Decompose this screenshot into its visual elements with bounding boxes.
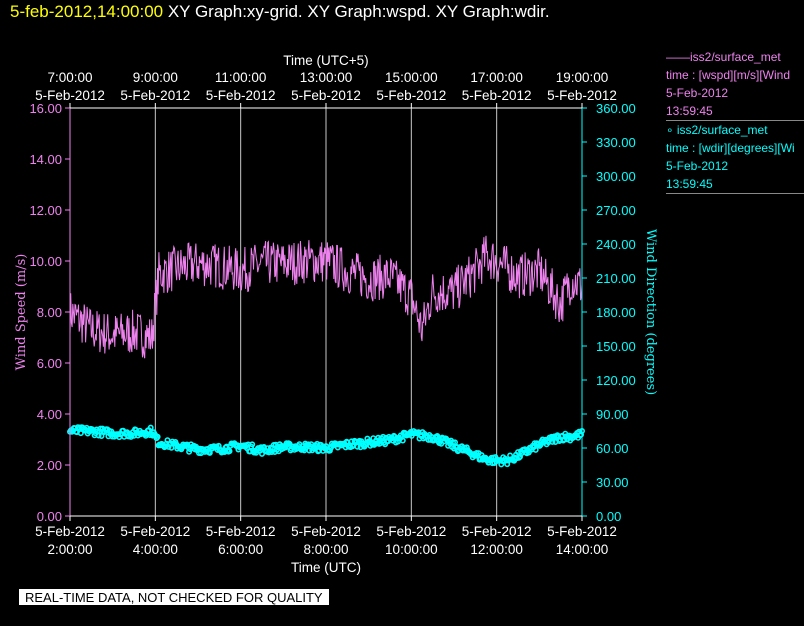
wind-direction-point — [249, 441, 256, 448]
y-axis-right-title: Wind Direction (degrees) — [643, 229, 658, 395]
legend-wdir-variable: time : [wdir][degrees][Wi — [666, 141, 795, 155]
wind-direction-point — [380, 433, 387, 440]
wind-direction-point — [399, 437, 406, 444]
right-tick-label: 300.00 — [596, 169, 636, 184]
right-tick-label: 60.00 — [596, 441, 629, 456]
bottom-tick-time: 8:00:00 — [303, 542, 348, 557]
top-tick-time: 11:00:00 — [215, 70, 267, 85]
legend-wspd-source: ——iss2/surface_met — [666, 50, 781, 64]
top-tick-time: 7:00:00 — [47, 70, 92, 85]
left-tick-label: 0.00 — [37, 509, 62, 524]
top-axis-title: Time (UTC+5) — [283, 53, 368, 68]
right-tick-label: 120.00 — [596, 373, 636, 388]
left-tick-label: 6.00 — [37, 356, 62, 371]
legend-wdir-time: 13:59:45 — [666, 177, 713, 191]
wind-direction-point — [258, 450, 265, 457]
bottom-tick-time: 14:00:00 — [556, 542, 609, 557]
top-tick-date: 5-Feb-2012 — [376, 88, 446, 103]
legend: ——iss2/surface_met time : [wspd][m/s][Wi… — [666, 48, 804, 194]
y-axis-left-title: Wind Speed (m/s) — [14, 254, 29, 371]
top-tick-date: 5-Feb-2012 — [547, 88, 617, 103]
right-tick-label: 360.00 — [596, 101, 636, 116]
bottom-tick-date: 5-Feb-2012 — [35, 524, 105, 539]
top-tick-date: 5-Feb-2012 — [35, 88, 105, 103]
right-tick-label: 30.00 — [596, 475, 629, 490]
legend-wspd-time: 13:59:45 — [666, 104, 713, 118]
top-tick-time: 17:00:00 — [470, 70, 523, 85]
legend-wdir-date: 5-Feb-2012 — [666, 159, 729, 173]
right-tick-label: 90.00 — [596, 407, 629, 422]
top-tick-date: 5-Feb-2012 — [291, 88, 361, 103]
bottom-tick-date: 5-Feb-2012 — [547, 524, 617, 539]
wind-direction-point — [154, 433, 161, 440]
bottom-tick-date: 5-Feb-2012 — [291, 524, 361, 539]
wind-direction-point — [463, 444, 470, 451]
wind-direction-point — [98, 432, 105, 439]
bottom-tick-date: 5-Feb-2012 — [462, 524, 532, 539]
title-graph-names: XY Graph:xy-grid. XY Graph:wspd. XY Grap… — [163, 2, 550, 21]
right-tick-label: 0.00 — [596, 509, 621, 524]
right-tick-label: 330.00 — [596, 135, 636, 150]
wind-direction-point — [434, 432, 441, 439]
bottom-tick-date: 5-Feb-2012 — [376, 524, 446, 539]
left-tick-label: 8.00 — [37, 305, 62, 320]
left-tick-label: 4.00 — [37, 407, 62, 422]
bottom-tick-date: 5-Feb-2012 — [206, 524, 276, 539]
legend-entry-wind-direction[interactable]: ∘ iss2/surface_met time : [wdir][degrees… — [666, 121, 804, 194]
top-tick-time: 19:00:00 — [556, 70, 609, 85]
wind-direction-point — [226, 448, 233, 455]
bottom-tick-time: 6:00:00 — [218, 542, 263, 557]
legend-entry-wind-speed[interactable]: ——iss2/surface_met time : [wspd][m/s][Wi… — [666, 48, 804, 121]
left-tick-label: 12.00 — [29, 203, 62, 218]
top-tick-date: 5-Feb-2012 — [120, 88, 190, 103]
bottom-tick-time: 4:00:00 — [133, 542, 178, 557]
wind-direction-point — [326, 447, 333, 454]
wind-direction-point — [147, 424, 154, 431]
top-tick-time: 9:00:00 — [133, 70, 178, 85]
legend-wdir-source: ∘ iss2/surface_met — [666, 123, 768, 137]
right-tick-label: 240.00 — [596, 237, 636, 252]
legend-wspd-variable: time : [wspd][m/s][Wind — [666, 68, 791, 82]
top-tick-time: 15:00:00 — [385, 70, 438, 85]
graph-title: 5-feb-2012,14:00:00 XY Graph:xy-grid. XY… — [10, 2, 550, 22]
title-timestamp: 5-feb-2012,14:00:00 — [10, 2, 164, 21]
wind-speed-series-line — [69, 235, 583, 359]
right-tick-label: 210.00 — [596, 271, 636, 286]
bottom-tick-time: 10:00:00 — [385, 542, 438, 557]
top-tick-time: 13:00:00 — [300, 70, 353, 85]
wind-direction-point — [77, 430, 84, 437]
legend-wspd-date: 5-Feb-2012 — [666, 86, 729, 100]
bottom-tick-time: 2:00:00 — [47, 542, 92, 557]
right-tick-label: 270.00 — [596, 203, 636, 218]
bottom-tick-time: 12:00:00 — [470, 542, 523, 557]
left-tick-label: 2.00 — [37, 458, 62, 473]
left-tick-label: 14.00 — [29, 152, 62, 167]
bottom-tick-date: 5-Feb-2012 — [120, 524, 190, 539]
x-axis-title: Time (UTC) — [291, 560, 361, 575]
right-tick-label: 180.00 — [596, 305, 636, 320]
left-tick-label: 10.00 — [29, 254, 62, 269]
quality-disclaimer: REAL-TIME DATA, NOT CHECKED FOR QUALITY — [19, 589, 329, 605]
wind-direction-point — [532, 446, 539, 453]
right-tick-label: 150.00 — [596, 339, 636, 354]
top-tick-date: 5-Feb-2012 — [462, 88, 532, 103]
left-tick-label: 16.00 — [29, 101, 62, 116]
top-tick-date: 5-Feb-2012 — [206, 88, 276, 103]
